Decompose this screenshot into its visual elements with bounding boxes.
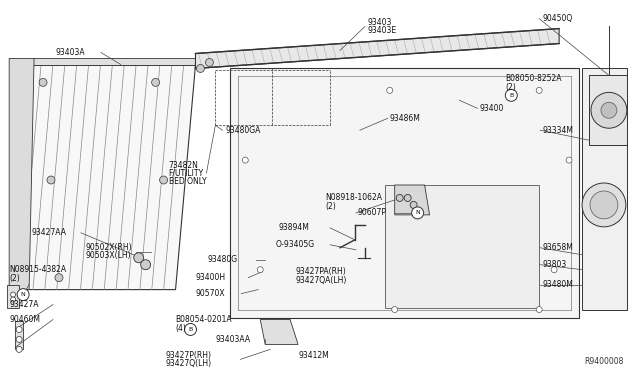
Text: 93403AA: 93403AA <box>216 335 250 344</box>
Text: 93412M: 93412M <box>298 351 329 360</box>
Text: 93403: 93403 <box>368 18 392 27</box>
Circle shape <box>243 157 248 163</box>
Polygon shape <box>9 65 195 290</box>
Text: BED ONLY: BED ONLY <box>168 177 206 186</box>
Circle shape <box>11 292 15 297</box>
Text: B08054-0201A: B08054-0201A <box>175 315 232 324</box>
Text: 93486M: 93486M <box>390 114 420 123</box>
Circle shape <box>392 307 397 312</box>
Text: F/UTILITY: F/UTILITY <box>168 169 204 177</box>
Text: 93427AA: 93427AA <box>31 228 66 237</box>
Text: 93403E: 93403E <box>368 26 397 35</box>
Circle shape <box>387 87 393 93</box>
Circle shape <box>396 195 403 202</box>
Circle shape <box>39 78 47 86</box>
Circle shape <box>536 307 542 312</box>
Circle shape <box>404 195 411 202</box>
Text: 90503X(LH): 90503X(LH) <box>86 251 131 260</box>
Circle shape <box>590 191 618 219</box>
Text: N: N <box>415 211 420 215</box>
Circle shape <box>412 207 424 219</box>
Text: 90450Q: 90450Q <box>542 14 572 23</box>
Polygon shape <box>7 285 19 308</box>
Text: 93427A: 93427A <box>9 300 38 309</box>
Circle shape <box>159 176 168 184</box>
Polygon shape <box>385 185 539 308</box>
Circle shape <box>16 346 22 352</box>
Circle shape <box>16 336 22 342</box>
Circle shape <box>16 327 22 333</box>
Text: (4): (4) <box>175 324 186 333</box>
Circle shape <box>152 78 159 86</box>
Text: N: N <box>20 292 26 297</box>
Text: 90570X: 90570X <box>195 289 225 298</box>
Circle shape <box>257 267 263 273</box>
Circle shape <box>55 274 63 282</box>
Text: (2): (2) <box>9 274 20 283</box>
Text: 93894M: 93894M <box>278 223 309 232</box>
Circle shape <box>205 58 213 67</box>
Polygon shape <box>9 58 34 290</box>
Text: 93427Q(LH): 93427Q(LH) <box>166 359 212 368</box>
Circle shape <box>536 87 542 93</box>
Polygon shape <box>582 68 627 310</box>
Circle shape <box>196 64 204 73</box>
Polygon shape <box>15 321 23 349</box>
Polygon shape <box>195 29 559 68</box>
Text: 93427P(RH): 93427P(RH) <box>166 351 212 360</box>
Polygon shape <box>230 68 579 318</box>
Text: 93658M: 93658M <box>542 243 573 252</box>
Text: N08918-1062A: N08918-1062A <box>325 193 382 202</box>
Circle shape <box>410 202 417 208</box>
Polygon shape <box>29 58 200 65</box>
Text: 93334M: 93334M <box>542 126 573 135</box>
Text: 93480GA: 93480GA <box>225 126 260 135</box>
Text: (2): (2) <box>325 202 336 211</box>
Text: 93480G: 93480G <box>207 255 237 264</box>
Text: 93400: 93400 <box>479 104 504 113</box>
Circle shape <box>141 260 150 270</box>
Circle shape <box>551 267 557 273</box>
Text: (2): (2) <box>506 83 516 92</box>
Circle shape <box>582 183 626 227</box>
Text: B: B <box>509 93 513 98</box>
Text: 93427QA(LH): 93427QA(LH) <box>295 276 346 285</box>
Text: B08050-8252A: B08050-8252A <box>506 74 562 83</box>
Text: 73482N: 73482N <box>168 161 198 170</box>
Text: O-93405G: O-93405G <box>275 240 314 249</box>
Text: 93803: 93803 <box>542 260 566 269</box>
Text: 93403A: 93403A <box>56 48 86 57</box>
Circle shape <box>47 176 55 184</box>
Text: 93480M: 93480M <box>542 280 573 289</box>
Text: N08915-4382A: N08915-4382A <box>9 265 67 274</box>
Circle shape <box>184 324 196 336</box>
Circle shape <box>566 157 572 163</box>
Circle shape <box>17 289 29 301</box>
Text: B: B <box>188 327 193 332</box>
Text: 93400H: 93400H <box>195 273 225 282</box>
Text: R9400008: R9400008 <box>584 357 624 366</box>
Circle shape <box>601 102 617 118</box>
Polygon shape <box>395 185 429 215</box>
Circle shape <box>591 92 627 128</box>
Text: 90607P: 90607P <box>358 208 387 217</box>
Polygon shape <box>589 76 627 145</box>
Text: 93427PA(RH): 93427PA(RH) <box>295 267 346 276</box>
Circle shape <box>506 89 517 101</box>
Circle shape <box>134 253 143 263</box>
Polygon shape <box>260 320 298 344</box>
Circle shape <box>11 297 15 302</box>
Text: 90460M: 90460M <box>9 315 40 324</box>
Text: 90502X(RH): 90502X(RH) <box>86 243 132 252</box>
